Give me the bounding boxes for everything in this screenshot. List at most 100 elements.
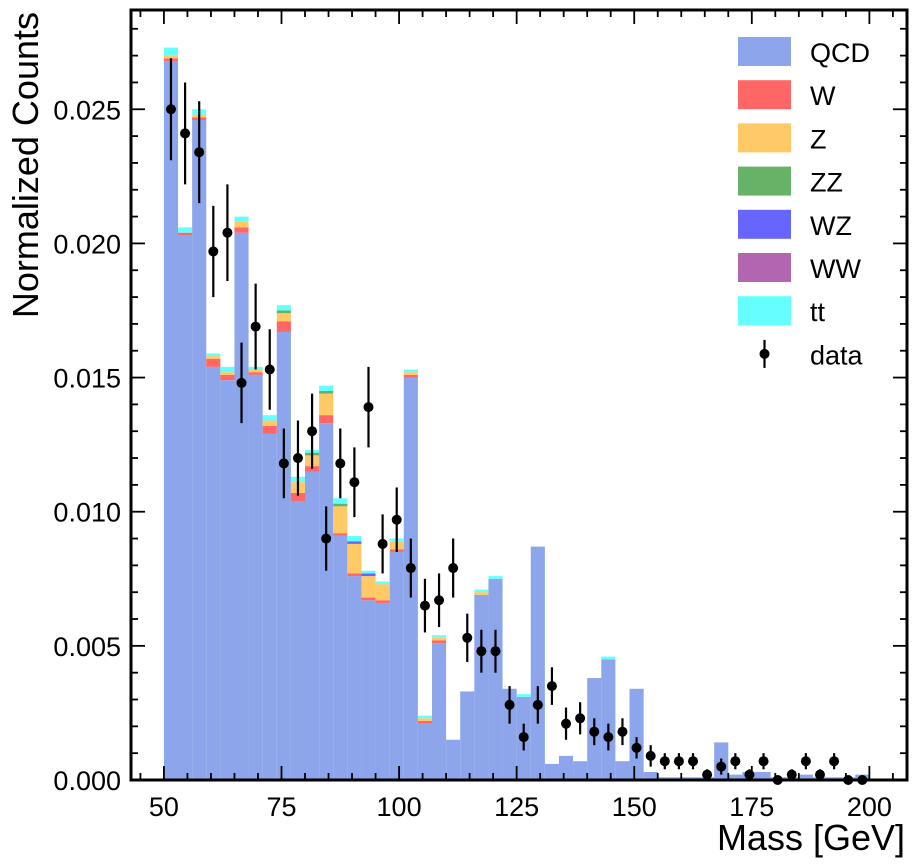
data-point-17: [405, 563, 416, 574]
bar-QCD-16: [389, 551, 404, 780]
y-tick-labels: 0.000 0.005 0.010 0.015 0.020 0.025: [53, 95, 121, 796]
bar-W-9: [290, 492, 306, 501]
bar-tt-18: [417, 715, 432, 719]
bar-QCD-19: [431, 643, 447, 780]
data-point-5: [236, 377, 247, 388]
bar-Z-0: [163, 55, 179, 59]
bar-QCD-23: [488, 578, 503, 780]
bar-QCD-21: [460, 691, 475, 780]
bar-QCD-33: [629, 688, 644, 780]
bar-W-6: [248, 372, 263, 375]
data-point-29: [575, 713, 586, 724]
bar-QCD-1: [178, 235, 193, 781]
bar-QCD-3: [206, 366, 221, 780]
bar-QCD-11: [319, 423, 334, 780]
bar-Z-17: [403, 372, 418, 375]
legend-swatch-WZ: [738, 209, 791, 239]
data-point-22: [476, 646, 487, 657]
data-point-14: [363, 402, 374, 413]
bar-WZ-14: [361, 573, 376, 577]
bar-W-12: [333, 533, 348, 536]
y-tick-label-0: 0.000: [53, 766, 121, 796]
bar-QCD-4: [220, 380, 235, 780]
data-point-3: [208, 246, 219, 257]
data-point-11: [321, 533, 332, 544]
legend-data-marker: [759, 348, 770, 359]
bar-QCD-5: [234, 232, 249, 780]
data-point-10: [307, 426, 318, 437]
bar-Z-3: [206, 356, 221, 359]
bar-W-11: [319, 415, 334, 424]
bar-Z-18: [417, 718, 432, 721]
bar-tt-3: [206, 353, 221, 357]
x-tick-label-0: 50: [149, 792, 179, 822]
plot-frame: [129, 8, 909, 782]
bar-tt-15: [375, 581, 390, 585]
bar-QCD-26: [530, 546, 545, 780]
data-point-16: [391, 514, 402, 525]
data-point-6: [250, 321, 261, 332]
x-tick-label-1: 75: [266, 792, 296, 822]
data-point-40: [730, 756, 741, 767]
data-point-12: [335, 458, 346, 469]
y-tick-label-4: 0.020: [53, 229, 121, 259]
stacked-bars: [163, 47, 870, 781]
bar-QCD-9: [290, 500, 306, 780]
bar-QCD-24: [502, 688, 517, 780]
bar-W-13: [347, 573, 362, 577]
bar-W-19: [431, 640, 447, 644]
data-point-21: [462, 632, 473, 643]
bar-W-5: [234, 227, 249, 233]
bar-QCD-0: [163, 60, 179, 781]
data-point-23: [490, 646, 501, 657]
bar-W-7: [262, 425, 277, 434]
bar-QCD-22: [474, 594, 489, 780]
bar-QCD-18: [417, 723, 432, 780]
data-point-4: [222, 227, 233, 238]
legend-swatch-WW: [738, 253, 791, 282]
bar-QCD-28: [558, 755, 574, 780]
x-tick-label-3: 125: [494, 792, 539, 822]
legend-label-W: W: [810, 81, 836, 111]
x-axis-label: Mass [GeV]: [717, 817, 905, 858]
bar-QCD-6: [248, 374, 263, 780]
bar-tt-23: [488, 576, 503, 579]
bar-QCD-10: [305, 471, 320, 780]
bar-W-8: [276, 321, 291, 332]
data-point-31: [603, 732, 614, 743]
bar-Z-4: [220, 372, 235, 375]
bar-tt-11: [319, 385, 334, 391]
bar-WZ-13: [347, 541, 362, 544]
bar-tt-22: [474, 589, 489, 593]
data-point-0: [165, 104, 176, 115]
data-point-15: [377, 538, 388, 549]
legend-swatch-Z: [738, 123, 791, 153]
bar-W-3: [206, 358, 221, 367]
y-tick-label-3: 0.015: [53, 364, 121, 394]
bar-Z-13: [347, 543, 362, 574]
data-point-39: [716, 761, 727, 772]
legend-swatch-ZZ: [738, 166, 791, 196]
data-point-9: [292, 453, 303, 464]
data-point-30: [589, 726, 600, 737]
bar-QCD-27: [544, 763, 559, 780]
data-point-24: [504, 699, 515, 710]
bar-tt-5: [234, 216, 249, 222]
data-point-42: [758, 756, 769, 767]
bar-W-14: [361, 597, 376, 601]
bar-tt-19: [431, 635, 447, 638]
bar-QCD-20: [446, 739, 461, 780]
bar-QCD-32: [615, 761, 630, 780]
bar-QCD-15: [375, 602, 390, 780]
data-point-45: [800, 756, 811, 767]
bar-Z-14: [361, 576, 376, 598]
data-point-27: [546, 681, 557, 692]
data-point-35: [659, 756, 670, 767]
legend-label-Z: Z: [810, 124, 827, 154]
bar-W-17: [403, 374, 418, 378]
bar-QCD-2: [192, 120, 207, 780]
legend-swatch-QCD: [738, 37, 791, 66]
bar-Z-19: [431, 637, 447, 641]
bar-W-15: [375, 600, 390, 603]
